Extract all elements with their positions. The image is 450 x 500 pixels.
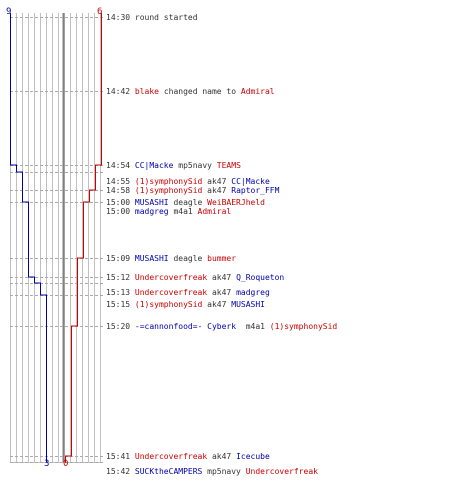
event-time: 14:30 (106, 13, 135, 22)
event-weapon-text: deagle (168, 254, 208, 263)
event-time: 15:09 (106, 254, 135, 263)
event-row: 15:13 Undercoverfreak ak47 madgreg (106, 288, 270, 297)
blue-player-name: MUSASHI (134, 254, 169, 263)
event-row: 15:20 -=cannonfood=- Cyberk m4a1 (1)symp… (106, 322, 337, 331)
blue-player-name: madgreg (236, 288, 270, 297)
blue-player-name: Icecube (236, 452, 270, 461)
event-weapon-text: mp5navy (173, 161, 217, 170)
event-weapon-text: m4a1 (236, 322, 270, 331)
event-row: 15:42 SUCKtheCAMPERS mp5navy Undercoverf… (106, 467, 318, 476)
event-row: 15:09 MUSASHI deagle bummer (106, 254, 236, 263)
event-time: 15:42 (106, 467, 135, 476)
red-start-count: 6 (97, 7, 103, 17)
red-player-name: Admiral (240, 87, 275, 96)
red-player-name: (1)symphonySid (134, 186, 203, 195)
blue-player-name: Q_Roqueton (236, 273, 285, 282)
event-weapon-text: ak47 (207, 452, 237, 461)
red-player-name: Undercoverfreak (134, 288, 208, 297)
event-row: 15:00 MUSASHI deagle WeiBAERJheld (106, 198, 265, 207)
blue-team-count-line (10, 13, 47, 462)
event-time: 15:13 (106, 288, 135, 297)
event-weapon-text: m4a1 (168, 207, 198, 216)
blue-player-name: -=cannonfood=- Cyberk (134, 322, 237, 331)
red-player-name: bummer (207, 254, 237, 263)
red-end-count: 0 (63, 459, 69, 469)
event-row: 15:12 Undercoverfreak ak47 Q_Roqueton (106, 273, 284, 282)
blue-player-name: SUCKtheCAMPERS (134, 467, 203, 476)
event-time: 14:58 (106, 186, 135, 195)
event-time: 14:54 (106, 161, 135, 170)
event-time: 14:55 (106, 177, 135, 186)
blue-player-name: CC|Macke (134, 161, 174, 170)
red-player-name: (1)symphonySid (269, 322, 338, 331)
red-player-name: Undercoverfreak (245, 467, 318, 476)
event-time: 14:42 (106, 87, 135, 96)
blue-end-count: 3 (44, 459, 50, 469)
event-weapon-text: deagle (168, 198, 208, 207)
event-weapon-text: ak47 (202, 186, 232, 195)
event-time: 15:12 (106, 273, 135, 282)
blue-player-name: CC|Macke (231, 177, 270, 186)
red-player-name: Admiral (197, 207, 232, 216)
event-row: 15:41 Undercoverfreak ak47 Icecube (106, 452, 270, 461)
blue-player-name: MUSASHI (134, 198, 169, 207)
red-player-name: blake (134, 87, 159, 96)
event-time: 15:00 (106, 207, 135, 216)
event-weapon-text: ak47 (202, 177, 232, 186)
event-time: 15:00 (106, 198, 135, 207)
event-row: 14:54 CC|Macke mp5navy TEAMS (106, 161, 241, 170)
blue-player-name: MUSASHI (231, 300, 265, 309)
event-row: 15:15 (1)symphonySid ak47 MUSASHI (106, 300, 265, 309)
event-time: 15:20 (106, 322, 135, 331)
event-row: 14:55 (1)symphonySid ak47 CC|Macke (106, 177, 270, 186)
blue-player-name: madgreg (134, 207, 169, 216)
red-team-count-line (65, 13, 102, 462)
red-player-name: (1)symphonySid (134, 177, 203, 186)
event-weapon-text: ak47 (207, 273, 237, 282)
event-time: 15:41 (106, 452, 135, 461)
event-weapon-text: ak47 (202, 300, 232, 309)
event-weapon-text: changed name to (159, 87, 241, 96)
red-player-name: Undercoverfreak (134, 452, 208, 461)
event-row: 14:42 blake changed name to Admiral (106, 87, 275, 96)
blue-start-count: 9 (6, 7, 12, 17)
event-weapon-text: round started (134, 13, 198, 22)
event-row: 14:30 round started (106, 13, 198, 22)
event-row: 14:58 (1)symphonySid ak47 Raptor_FFM (106, 186, 279, 195)
event-weapon-text: mp5navy (202, 467, 246, 476)
event-row: 15:00 madgreg m4a1 Admiral (106, 207, 231, 216)
red-player-name: WeiBAERJheld (207, 198, 265, 207)
red-player-name: Undercoverfreak (134, 273, 208, 282)
blue-player-name: Raptor_FFM (231, 186, 280, 195)
event-time: 15:15 (106, 300, 135, 309)
red-player-name: TEAMS (216, 161, 241, 170)
red-player-name: (1)symphonySid (134, 300, 203, 309)
event-weapon-text: ak47 (207, 288, 237, 297)
